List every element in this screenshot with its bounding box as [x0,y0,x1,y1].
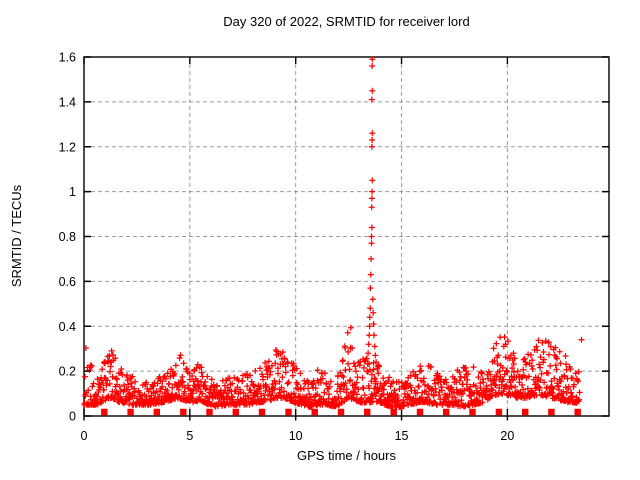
x-tick-label: 5 [186,429,193,443]
y-tick-label: 0.8 [59,230,76,244]
x-axis-title: GPS time / hours [297,448,396,463]
y-tick-label: 1.4 [59,95,76,109]
y-tick-label: 0.6 [59,275,76,289]
y-tick-label: 1.2 [59,140,76,154]
x-tick-label: 15 [395,429,409,443]
y-tick-label: 0.2 [59,365,76,379]
x-tick-label: 0 [81,429,88,443]
x-tick-label: 10 [289,429,303,443]
interval-marker-squares [101,408,581,416]
scatter-points-srmtid [81,56,585,410]
x-tick-label: 20 [500,429,514,443]
axis-ticks [83,56,609,421]
y-tick-label: 0 [69,410,76,424]
chart-title: Day 320 of 2022, SRMTID for receiver lor… [223,14,470,29]
y-tick-label: 1.6 [59,51,76,65]
y-tick-label: 1 [69,185,76,199]
y-tick-label: 0.4 [59,320,76,334]
